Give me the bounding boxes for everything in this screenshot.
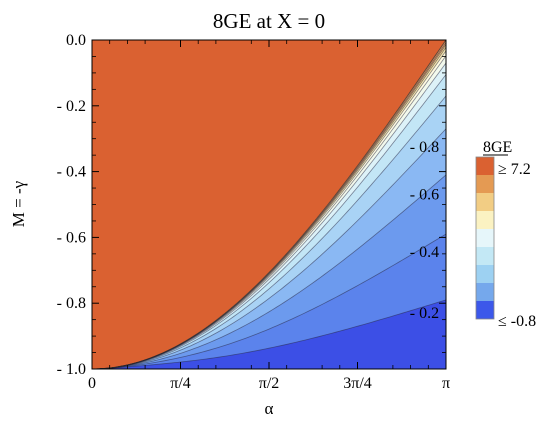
contour-fills — [92, 40, 446, 369]
contour-lines — [92, 40, 446, 369]
legend-swatch-frame — [475, 156, 495, 320]
y-tick-label: - 0.2 — [57, 98, 86, 115]
legend: 8GE ≥ 7.2 ≤ -0.8 — [475, 139, 536, 330]
legend-swatch — [476, 175, 494, 193]
y-tick-label: - 0.6 — [57, 229, 86, 246]
legend-swatch — [476, 283, 494, 301]
legend-swatches — [475, 156, 495, 320]
contour-label: - 0.4 — [410, 244, 439, 261]
y-tick-label: - 1.0 — [57, 361, 86, 378]
y-axis-title: M = -γ — [9, 180, 28, 227]
contour-label: - 0.2 — [410, 305, 439, 322]
legend-title: 8GE — [483, 139, 512, 156]
legend-max-label: ≥ 7.2 — [498, 161, 531, 178]
contour-label: - 0.8 — [410, 139, 439, 156]
legend-swatch — [476, 229, 494, 247]
legend-min-label: ≤ -0.8 — [498, 313, 536, 330]
contour-line-2 — [92, 233, 446, 369]
legend-swatch — [476, 193, 494, 211]
x-tick-label: π/4 — [170, 375, 191, 392]
legend-swatch — [476, 301, 494, 319]
plot-area: - 0.8 - 0.6 - 0.4 - 0.2 — [91, 39, 447, 370]
x-tick-label: π/2 — [259, 375, 280, 392]
y-tick-label: 0.0 — [66, 32, 86, 49]
contour-band-high — [92, 40, 446, 369]
contour-line-5 — [92, 95, 446, 369]
contour-band-3 — [92, 40, 446, 369]
contour-line-4 — [92, 128, 446, 369]
legend-swatch — [476, 247, 494, 265]
y-tick-label: - 0.4 — [57, 164, 86, 181]
x-axis-title: α — [265, 399, 274, 418]
contour-line-3 — [92, 174, 446, 369]
contour-label: - 0.6 — [410, 187, 439, 204]
x-tick-label: 0 — [88, 375, 96, 392]
x-tick-label: 3π/4 — [343, 375, 372, 392]
legend-swatch — [476, 211, 494, 229]
contour-labels: - 0.8 - 0.6 - 0.4 - 0.2 — [410, 139, 439, 322]
y-axis: 0.0 - 0.2 - 0.4 - 0.6 - 0.8 - 1.0 — [57, 32, 446, 378]
contour-line-ridge — [92, 40, 446, 369]
x-axis: 0 π/4 π/2 3π/4 π — [88, 40, 450, 392]
legend-swatch — [476, 265, 494, 283]
y-tick-label: - 0.8 — [57, 295, 86, 312]
x-tick-label: π — [442, 375, 450, 392]
contour-band-1 — [92, 40, 446, 369]
contour-line-1 — [92, 299, 446, 369]
legend-swatch — [476, 157, 494, 175]
chart-title: 8GE at X = 0 — [213, 9, 325, 33]
